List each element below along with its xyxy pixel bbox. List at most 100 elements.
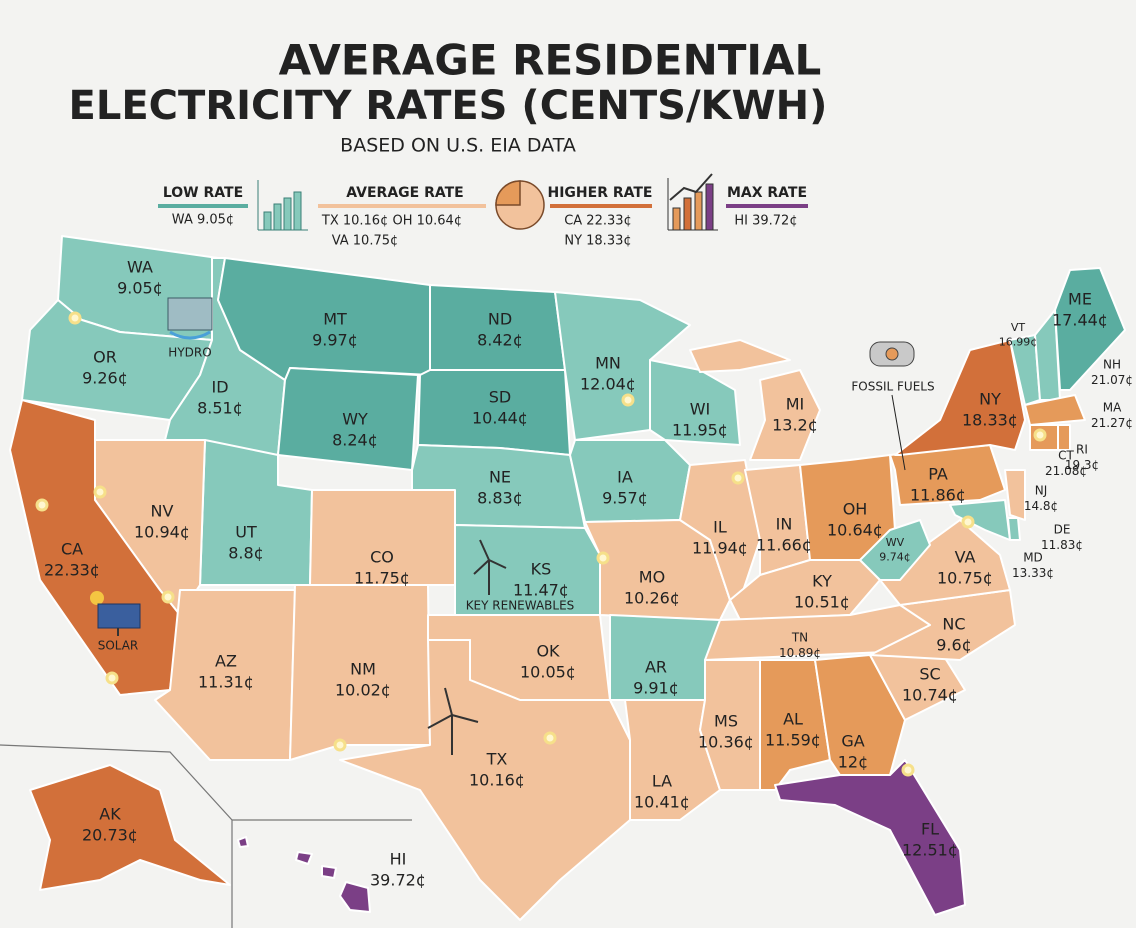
state-code: OH — [843, 500, 868, 519]
state — [689, 339, 791, 373]
state-code: NE — [489, 468, 511, 487]
state-code: AL — [783, 710, 803, 729]
state-rate: 9.05¢ — [117, 278, 163, 297]
state-code: MO — [639, 568, 665, 587]
glow-dot — [961, 515, 975, 529]
glow-dot — [105, 671, 119, 685]
state-code: PA — [928, 465, 948, 484]
title: AVERAGE RESIDENTIAL — [279, 36, 822, 85]
state-code: MS — [714, 712, 738, 731]
state-code: KS — [531, 560, 552, 579]
state-rate: 17.44¢ — [1052, 310, 1108, 329]
state-code: UT — [235, 523, 257, 542]
state-rate: 10.05¢ — [520, 662, 576, 681]
state — [289, 584, 431, 761]
state-rate: 12¢ — [838, 752, 869, 771]
state-rate: 10.94¢ — [134, 522, 190, 541]
legend-swatch — [550, 204, 652, 208]
state-rate: 8.24¢ — [332, 430, 378, 449]
state-rate: 11.94¢ — [692, 538, 748, 557]
state-code: NY — [979, 390, 1001, 409]
state-rate: 9.97¢ — [312, 330, 358, 349]
state-code: CT — [1058, 449, 1074, 463]
state-code: WA — [127, 258, 153, 277]
state-rate: 9.26¢ — [82, 368, 128, 387]
state-code: OR — [93, 348, 117, 367]
pie-icon — [495, 180, 545, 230]
state — [321, 865, 337, 879]
state — [29, 764, 231, 891]
state-code: NC — [942, 615, 965, 634]
glow-dot — [1033, 428, 1047, 442]
legend-swatch — [726, 204, 808, 208]
bar-icon — [257, 180, 308, 231]
legend-label: LOW RATE — [163, 185, 243, 201]
state — [679, 459, 761, 601]
legend-entry: TX 10.16¢ OH 10.64¢ — [321, 214, 462, 229]
state-code: IL — [713, 518, 727, 537]
state — [339, 639, 631, 921]
state-code: VT — [1011, 321, 1026, 334]
state-rate: 9.6¢ — [936, 635, 972, 654]
state-code: FL — [921, 820, 939, 839]
state-rate: 13.33¢ — [1012, 566, 1054, 580]
wind-icon — [427, 539, 507, 755]
state-rate: 8.42¢ — [477, 330, 523, 349]
state-code: ME — [1068, 290, 1092, 309]
state — [277, 367, 419, 471]
subtitle: BASED ON U.S. EIA DATA — [340, 135, 576, 157]
state-rate: 20.73¢ — [82, 825, 138, 844]
glow-dot — [161, 590, 175, 604]
state-rate: 12.04¢ — [580, 374, 636, 393]
state-code: IN — [776, 515, 793, 534]
state-code: CA — [61, 540, 83, 559]
state-rate: 10.74¢ — [902, 685, 958, 704]
annotation: FOSSIL FUELS — [851, 380, 934, 394]
state-rate: 21.27¢ — [1091, 416, 1133, 430]
state-code: AR — [645, 658, 667, 677]
state — [339, 881, 371, 913]
state-rate: 10.51¢ — [794, 592, 850, 611]
state-code: NV — [151, 502, 174, 521]
state-code: HI — [390, 850, 407, 869]
glow-dot — [35, 498, 49, 512]
state-labels: WA9.05¢ OR9.26¢ ID8.51¢ MT9.97¢ WY8.24¢ ND8.4… — [44, 258, 1133, 890]
state-code: ND — [488, 310, 512, 329]
legend-entry: HI 39.72¢ — [734, 214, 797, 229]
state-rate: 11.83¢ — [1041, 538, 1083, 552]
annotations: HYDRO SOLAR KEY RENEWABLES FOSSIL FUELS — [90, 297, 935, 755]
state — [749, 369, 821, 461]
state-rate: 8.51¢ — [197, 398, 243, 417]
state-code: VA — [955, 548, 976, 567]
annotation: SOLAR — [98, 639, 139, 653]
state-rate: 11.59¢ — [765, 730, 821, 749]
legend-label: AVERAGE RATE — [346, 185, 463, 201]
state-rate: 10.36¢ — [698, 732, 754, 751]
state-rate: 18.33¢ — [962, 410, 1018, 429]
state — [1054, 267, 1126, 391]
title: ELECTRICITY RATES (CENTS/KWH) — [69, 83, 828, 129]
state-code: MI — [786, 395, 805, 414]
glow-dot — [68, 311, 82, 325]
state-rate: 10.26¢ — [624, 588, 680, 607]
legend-swatch — [158, 204, 248, 208]
state-rate: 11.86¢ — [910, 485, 966, 504]
state-code: MN — [595, 354, 621, 373]
state-code: GA — [841, 732, 864, 751]
state — [774, 759, 966, 916]
state-rate: 14.8¢ — [1024, 499, 1058, 513]
state-rate: 9.91¢ — [633, 678, 679, 697]
state-code: TN — [791, 631, 808, 645]
state-code: NM — [350, 660, 376, 679]
growth-icon — [667, 173, 718, 231]
state-code: WI — [690, 400, 711, 419]
legend-label: MAX RATE — [727, 185, 807, 201]
legend-swatch — [318, 204, 486, 208]
state-rate: 11.66¢ — [756, 535, 812, 554]
hydro-icon — [167, 297, 213, 340]
state-rate: 21.07¢ — [1091, 373, 1133, 387]
state-code: LA — [652, 772, 672, 791]
state-rate: 39.72¢ — [370, 870, 426, 889]
state — [1024, 394, 1086, 426]
state-rate: 10.64¢ — [827, 520, 883, 539]
